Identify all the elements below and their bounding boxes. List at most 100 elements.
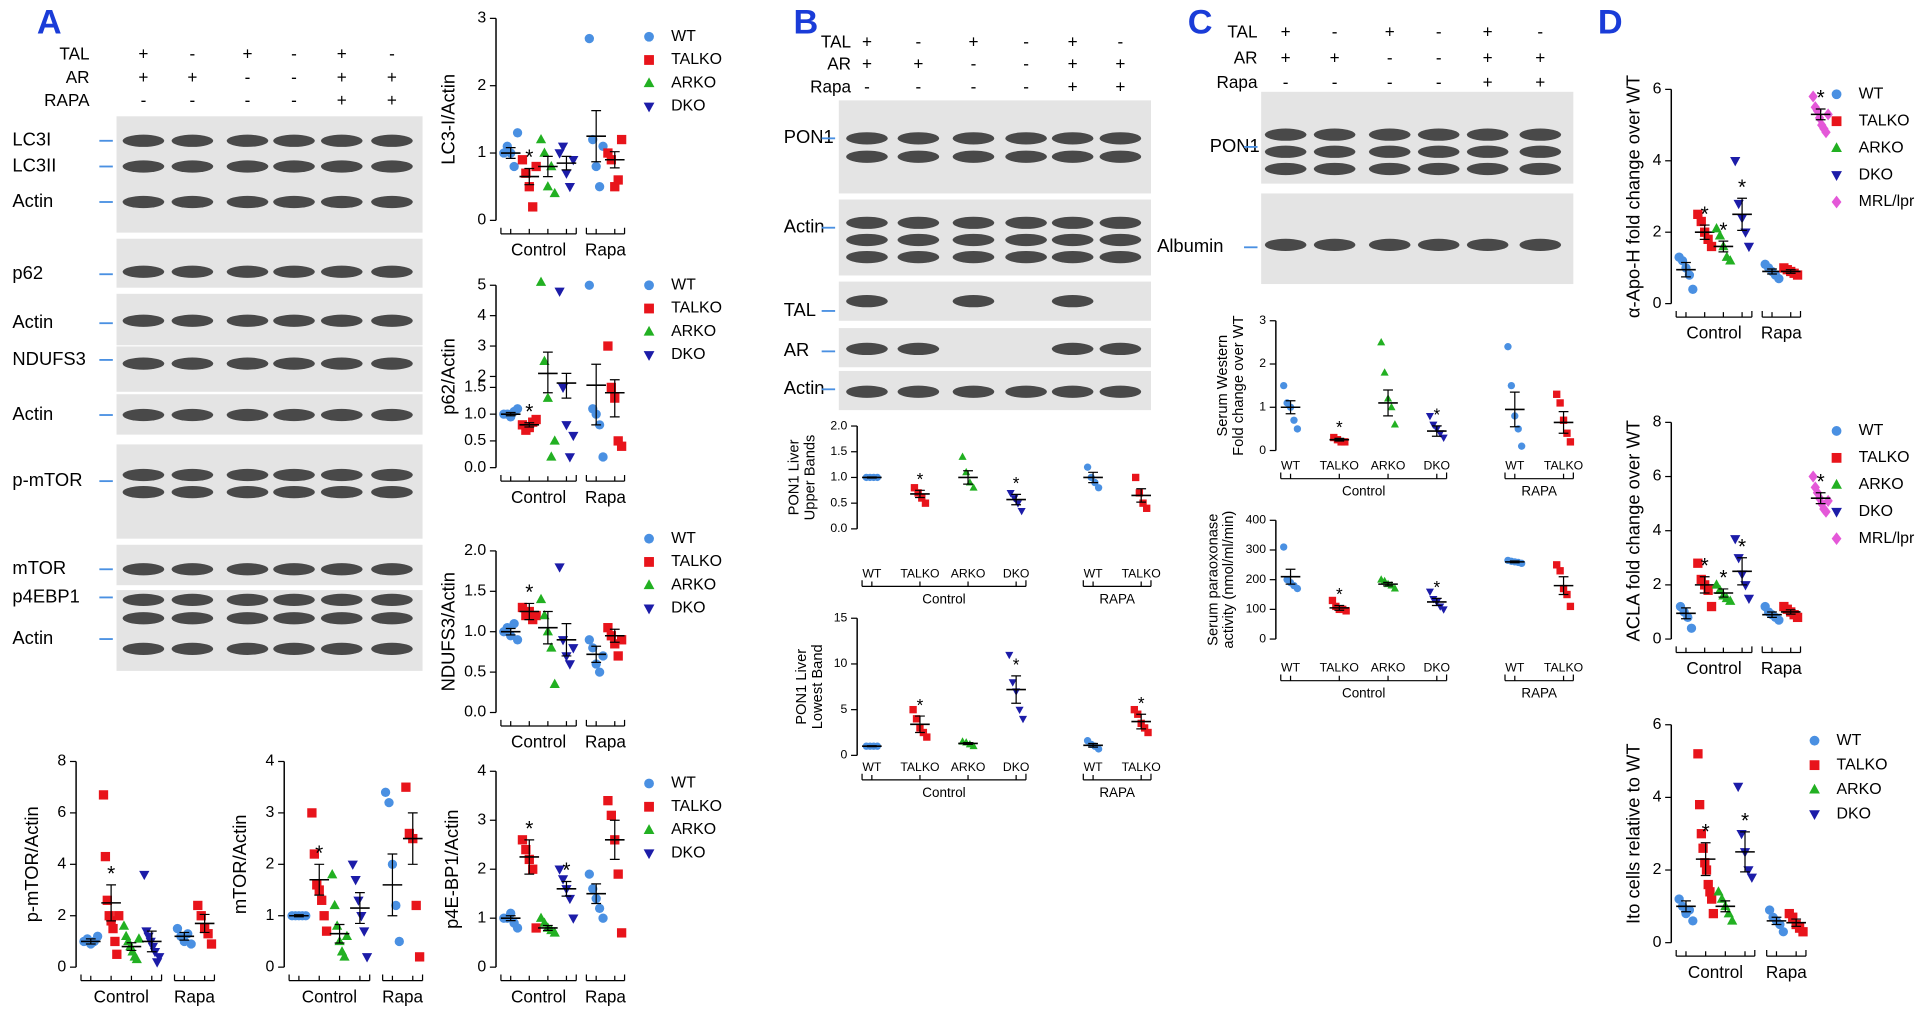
y-tick-label: 0	[1653, 295, 1662, 312]
legend-label: ARKO	[1859, 139, 1904, 156]
condition-bracket	[80, 974, 163, 982]
data-point	[512, 404, 523, 414]
data-point	[1764, 905, 1775, 915]
data-point	[1688, 284, 1698, 294]
data-point	[1696, 829, 1707, 839]
blot-strip	[116, 293, 423, 346]
band-label: LC3II	[12, 154, 56, 175]
data-point	[1556, 399, 1564, 407]
data-point	[149, 948, 161, 958]
condition-label: Control	[511, 240, 566, 260]
error-bar	[1136, 488, 1147, 503]
data-point	[606, 810, 616, 820]
y-tick-label: 3	[477, 337, 486, 354]
sign: +	[1281, 22, 1291, 42]
data-point	[1018, 715, 1028, 724]
blot-band	[273, 468, 315, 482]
blot-band	[171, 195, 214, 209]
data-point	[535, 133, 547, 144]
blot-band	[371, 195, 413, 209]
significance: *	[1738, 176, 1746, 199]
data-point	[524, 182, 534, 192]
blot-band	[273, 593, 315, 606]
error-bar	[1088, 471, 1098, 484]
blot-band	[846, 150, 888, 163]
data-point	[1714, 230, 1726, 240]
error-bar	[609, 628, 620, 643]
data-point	[196, 911, 206, 921]
band-label: LC3I	[12, 129, 51, 150]
error-bar	[146, 930, 157, 953]
y-tick-label: 1.5	[830, 444, 847, 458]
blot-strip	[116, 116, 423, 233]
blot-band	[1051, 216, 1094, 229]
error-bar	[524, 167, 535, 186]
blot-band	[1519, 128, 1562, 141]
condition-label: RAPA	[44, 90, 90, 110]
legend-marker	[1809, 760, 1820, 771]
condition-label: Control	[511, 732, 566, 752]
condition-label: AR	[66, 67, 90, 87]
legend-marker	[643, 849, 655, 860]
blot-band	[897, 233, 940, 247]
data-point	[528, 864, 538, 874]
band-label: p62	[12, 262, 43, 283]
blot-band	[846, 250, 888, 264]
error-bar	[1681, 607, 1691, 620]
error-bar	[1334, 604, 1345, 611]
y-tick-label: 1.0	[464, 623, 486, 640]
blot-band	[1005, 150, 1047, 163]
data-point	[1711, 579, 1722, 589]
y-tick-label: 3	[1259, 313, 1266, 327]
sign: +	[862, 53, 872, 73]
data-point	[1504, 343, 1512, 351]
y-tick-label: 200	[1246, 572, 1267, 586]
significance: *	[107, 863, 115, 886]
data-point	[1130, 705, 1139, 714]
panel-letter: D	[1598, 4, 1623, 42]
data-point	[145, 937, 156, 948]
data-point	[356, 912, 367, 922]
group-label: WT	[1084, 566, 1104, 580]
error-bar	[1815, 492, 1826, 505]
blot-band	[1368, 145, 1411, 158]
data-point	[613, 869, 623, 879]
y-axis-label: p-mTOR/Actin	[21, 806, 42, 922]
blot-strip	[1261, 193, 1574, 285]
significance: *	[562, 859, 570, 882]
blot-band	[171, 357, 214, 370]
blot-band	[226, 134, 269, 147]
group-label: WT	[862, 760, 882, 774]
blot-band	[1051, 342, 1094, 356]
error-bar	[505, 627, 516, 636]
y-tick-label: 2	[1259, 356, 1266, 370]
blot-band	[171, 314, 214, 327]
data-point	[969, 483, 978, 491]
group-label: ARKO	[951, 566, 986, 580]
blot-band	[1051, 233, 1094, 247]
group-label: WT	[862, 566, 882, 580]
data-point	[1711, 223, 1722, 233]
sign: -	[1436, 72, 1442, 92]
blot-band	[1519, 162, 1562, 176]
data-point	[307, 808, 317, 818]
blot-band	[1313, 238, 1356, 251]
blot-band	[846, 342, 888, 356]
y-axis-label: Serum Western	[1215, 335, 1231, 437]
error-bar	[1011, 675, 1022, 704]
significance: *	[1138, 693, 1145, 713]
data-point	[1706, 894, 1717, 904]
error-bar	[915, 715, 925, 734]
blot-band	[846, 216, 888, 229]
data-point	[1094, 745, 1103, 753]
data-point	[1566, 438, 1575, 446]
sign: +	[1535, 47, 1545, 67]
group-label: WT	[1281, 661, 1301, 675]
data-point	[521, 844, 531, 855]
data-point	[588, 643, 598, 653]
blot-band	[122, 642, 165, 655]
data-point	[1698, 843, 1708, 853]
data-point	[92, 931, 103, 941]
data-point	[561, 652, 572, 662]
